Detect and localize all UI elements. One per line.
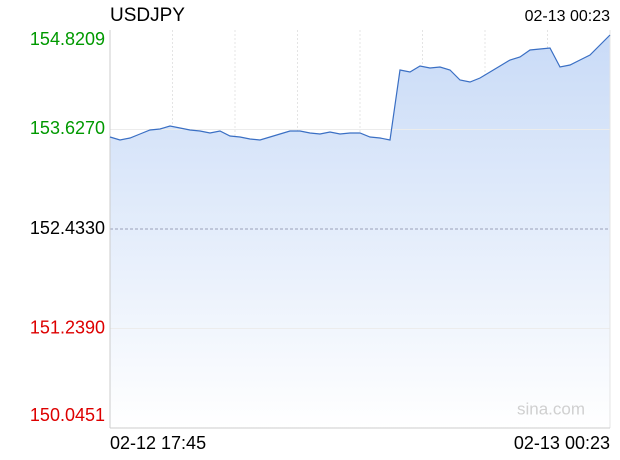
chart-title: USDJPY <box>110 5 185 26</box>
x-tick-label: 02-13 00:23 <box>514 433 610 453</box>
y-tick-label: 152.4330 <box>30 218 105 238</box>
current-time: 02-13 00:23 <box>525 8 611 25</box>
area <box>110 35 610 428</box>
line <box>109 34 611 141</box>
x-tick-label: 02-12 17:45 <box>110 433 206 453</box>
y-tick-label: 154.8209 <box>30 29 105 49</box>
watermark: sina.com <box>517 399 585 418</box>
y-tick-label: 150.0451 <box>30 405 105 425</box>
y-tick-label: 153.6270 <box>30 118 105 138</box>
y-tick-label: 151.2390 <box>30 317 105 337</box>
